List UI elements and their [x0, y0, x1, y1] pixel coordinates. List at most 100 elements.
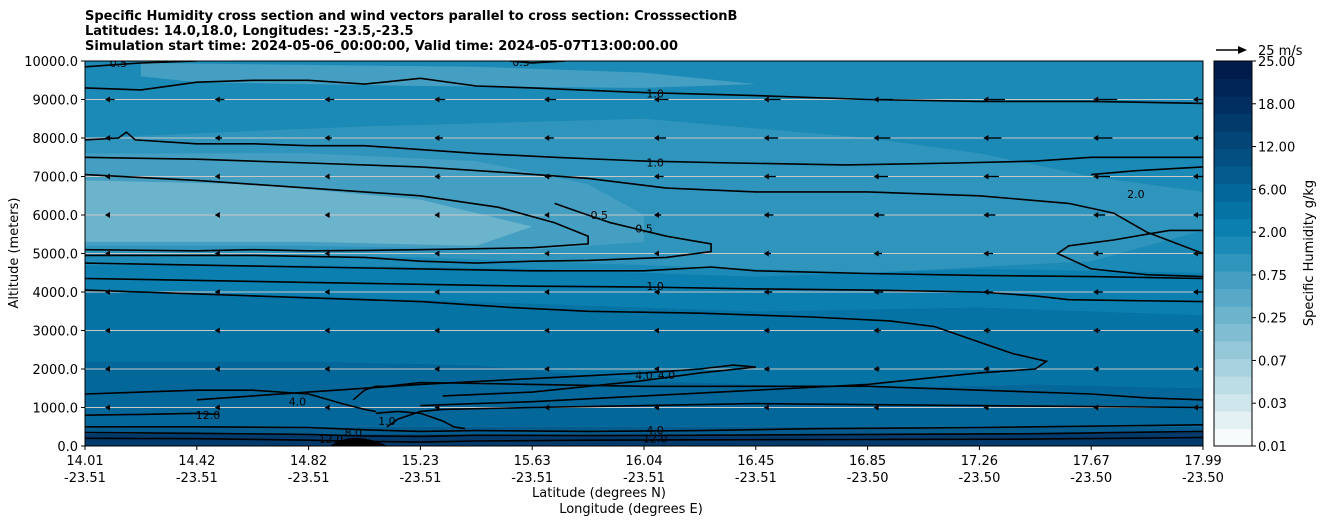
y-tick-label: 9000.0: [33, 94, 79, 109]
colorbar-segment: [1214, 166, 1252, 185]
x-tick-label-lon: -23.51: [399, 471, 441, 486]
wind-vectors: [105, 96, 1203, 411]
colorbar-segment: [1214, 236, 1252, 255]
colorbar-segment: [1214, 253, 1252, 272]
contour-label: 1.0: [646, 87, 664, 100]
y-tick-label: 1000.0: [33, 402, 79, 417]
contour-line-1.0: [85, 289, 1049, 407]
contour-line-12.0: [85, 412, 220, 416]
contour-label: 1.0: [646, 156, 664, 169]
contour-line-1.0: [386, 402, 1203, 428]
contour-line-4.0: [352, 381, 1203, 401]
wind-vector: [983, 289, 993, 295]
wind-vector: [434, 96, 446, 103]
contour-label: 4.0: [658, 369, 676, 382]
x-axis-label: Latitude (degrees N): [532, 486, 666, 501]
wind-vector: [214, 327, 220, 334]
x-tick-label-lat: 15.63: [514, 454, 551, 469]
colorbar-segment: [1214, 393, 1252, 412]
wind-vector: [1193, 404, 1198, 411]
wind-vector: [654, 96, 669, 103]
x-tick-label-lat: 17.99: [1184, 454, 1221, 469]
wind-vector: [983, 135, 1002, 141]
wind-vector: [214, 135, 222, 141]
colorbar-tick-label: 18.00: [1258, 98, 1295, 113]
colorbar-segment: [1214, 376, 1252, 395]
colorbar-segment: [1214, 78, 1252, 97]
wind-vector: [873, 212, 885, 218]
wind-vector: [1093, 327, 1101, 334]
wind-vector: [763, 366, 770, 372]
contour-label: 8.0: [345, 427, 363, 440]
x-axis-label-secondary: Longitude (degrees E): [559, 502, 703, 517]
contour-label: 0.5: [591, 209, 609, 222]
colorbar-segment: [1214, 96, 1252, 115]
wind-vector: [324, 135, 332, 141]
wind-vector: [105, 212, 110, 218]
contour-line-1.0: [85, 262, 1203, 280]
wind-vector: [983, 212, 996, 218]
wind-vector: [1093, 250, 1103, 257]
colorbar: [1214, 61, 1252, 447]
contour-label: 4.0: [289, 396, 307, 409]
x-tick-label-lon: -23.51: [176, 471, 218, 486]
y-tick-label: 5000.0: [33, 248, 79, 263]
wind-vector: [434, 173, 441, 180]
contour-label: 12.0: [319, 433, 344, 446]
lower-free-trop-band: [85, 265, 1203, 316]
wind-vector: [544, 404, 550, 411]
wind-vector: [105, 289, 110, 295]
contour-label: 4.0: [635, 370, 653, 383]
wind-vector: [214, 173, 220, 180]
x-tick-label-lon: -23.50: [1070, 471, 1112, 486]
y-tick-label: 6000.0: [33, 209, 79, 224]
colorbar-segment: [1214, 358, 1252, 377]
wind-vector: [434, 366, 440, 372]
wind-vector: [873, 173, 888, 180]
colorbar-tick-label: 0.25: [1258, 312, 1287, 327]
colorbar-segment: [1214, 323, 1252, 342]
wind-vector: [214, 212, 220, 218]
title-line-1: Specific Humidity cross section and wind…: [85, 9, 738, 24]
wind-vector: [1193, 327, 1201, 334]
wind-vector: [214, 289, 220, 295]
wind-vector: [324, 250, 330, 257]
contour-line-1.0: [85, 277, 1203, 303]
contour-line-12.0: [85, 430, 1203, 438]
top-dry-band: [140, 62, 756, 88]
wind-vector: [105, 404, 110, 411]
wind-vector: [544, 327, 550, 334]
wind-vector: [763, 173, 776, 180]
wind-vector: [654, 404, 659, 411]
colorbar-segment: [1214, 61, 1252, 80]
wind-vector: [983, 250, 993, 257]
wind-vector: [544, 173, 552, 180]
wind-vector: [983, 404, 989, 411]
x-tick-label-lat: 17.26: [961, 454, 998, 469]
x-tick-label-lon: -23.51: [288, 471, 330, 486]
mid-layer-band: [85, 292, 1203, 389]
x-tick-label-lon: -23.51: [735, 471, 777, 486]
wind-vector: [544, 135, 554, 141]
colorbar-segment: [1214, 201, 1252, 220]
wind-vector: [1193, 212, 1203, 218]
title-line-2: Latitudes: 14.0,18.0, Longitudes: -23.5,…: [85, 24, 414, 39]
quiver-key-arrow-icon: [1238, 46, 1247, 54]
y-axis-label: Altitude (meters): [7, 198, 22, 309]
colorbar-segment: [1214, 411, 1252, 430]
wind-vector: [654, 289, 660, 295]
wind-vector: [763, 250, 771, 257]
wind-vector: [1093, 366, 1100, 372]
contour-line-0.5: [509, 61, 566, 64]
contour-line-1.0: [85, 77, 1203, 105]
wind-vector: [1193, 135, 1203, 141]
wind-vector: [763, 96, 781, 103]
contour-label: 1.0: [378, 415, 396, 428]
boundary-layer-band: [85, 361, 1203, 427]
contour-line-1.0: [85, 156, 1203, 255]
x-tick-label-lat: 16.45: [737, 454, 774, 469]
title-line-3: Simulation start time: 2024-05-06_00:00:…: [85, 39, 678, 54]
wind-vector: [873, 96, 893, 103]
colorbar-segment: [1214, 428, 1252, 447]
wind-vector: [763, 289, 773, 295]
